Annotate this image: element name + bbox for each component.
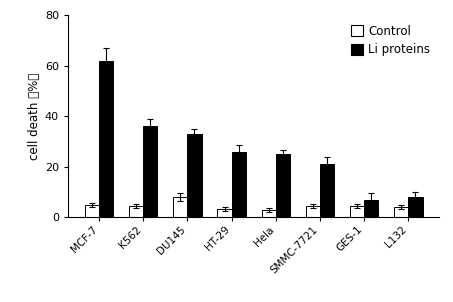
Y-axis label: cell death （%）: cell death （%）: [28, 73, 41, 160]
Bar: [394, 207, 409, 217]
Bar: [306, 206, 320, 217]
Bar: [217, 209, 231, 217]
Bar: [262, 210, 276, 217]
Bar: [129, 206, 143, 217]
Bar: [99, 61, 113, 217]
Bar: [409, 197, 423, 217]
Bar: [85, 205, 99, 217]
Bar: [188, 134, 202, 217]
Legend: Control, Li proteins: Control, Li proteins: [348, 21, 434, 60]
Bar: [364, 200, 378, 217]
Bar: [350, 206, 364, 217]
Bar: [231, 152, 246, 217]
Bar: [276, 154, 290, 217]
Bar: [173, 197, 188, 217]
Bar: [320, 164, 334, 217]
Bar: [143, 126, 157, 217]
